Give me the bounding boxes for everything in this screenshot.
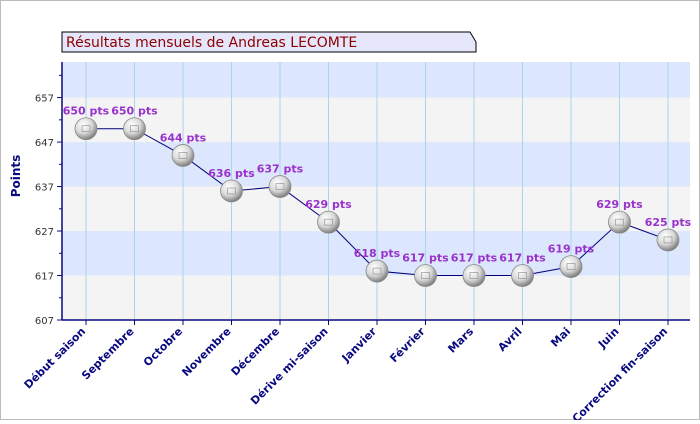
data-point: [123, 117, 146, 141]
data-point: [414, 264, 437, 287]
data-label: 637 pts: [257, 163, 304, 176]
data-label: 617 pts: [402, 252, 449, 265]
y-axis-label: Points: [9, 155, 23, 198]
y-tick-label: 637: [35, 183, 54, 194]
data-point: [559, 255, 583, 279]
data-label: 625 pts: [645, 216, 692, 229]
data-label: 650 pts: [63, 105, 110, 118]
data-point: [365, 259, 389, 283]
y-tick-label: 607: [35, 316, 54, 327]
title-box: [61, 31, 477, 53]
data-label: 617 pts: [499, 252, 546, 265]
y-tick-label: 617: [35, 272, 54, 283]
data-point: [268, 175, 292, 198]
plot-bands: [62, 62, 690, 320]
y-tick-label: 657: [35, 94, 54, 105]
plot-band: [62, 142, 690, 187]
data-label: 636 pts: [208, 167, 255, 180]
y-axis-ticks: 607 617 627 637 647 657: [35, 74, 62, 327]
data-label: 650 pts: [111, 105, 158, 118]
data-point: [462, 264, 486, 287]
data-label: 619 pts: [548, 243, 595, 256]
data-point: [171, 144, 195, 167]
y-tick-label: 627: [35, 227, 54, 238]
data-point: [511, 264, 534, 287]
data-point: [74, 117, 98, 141]
data-label: 617 pts: [451, 252, 498, 265]
data-point: [656, 228, 680, 252]
plot-band: [62, 275, 690, 320]
plot-band: [62, 97, 690, 143]
plot-band: [62, 62, 690, 98]
data-label: 644 pts: [160, 131, 207, 144]
data-label: 629 pts: [305, 198, 352, 211]
data-label: 618 pts: [354, 247, 401, 260]
data-label: 629 pts: [596, 198, 643, 211]
data-point: [317, 210, 340, 234]
data-point: [608, 210, 631, 234]
chart-title: Résultats mensuels de Andreas LECOMTE: [66, 35, 357, 51]
plot-band: [62, 186, 690, 232]
data-point: [220, 179, 243, 203]
y-tick-label: 647: [35, 138, 54, 149]
data-points: [74, 117, 680, 287]
